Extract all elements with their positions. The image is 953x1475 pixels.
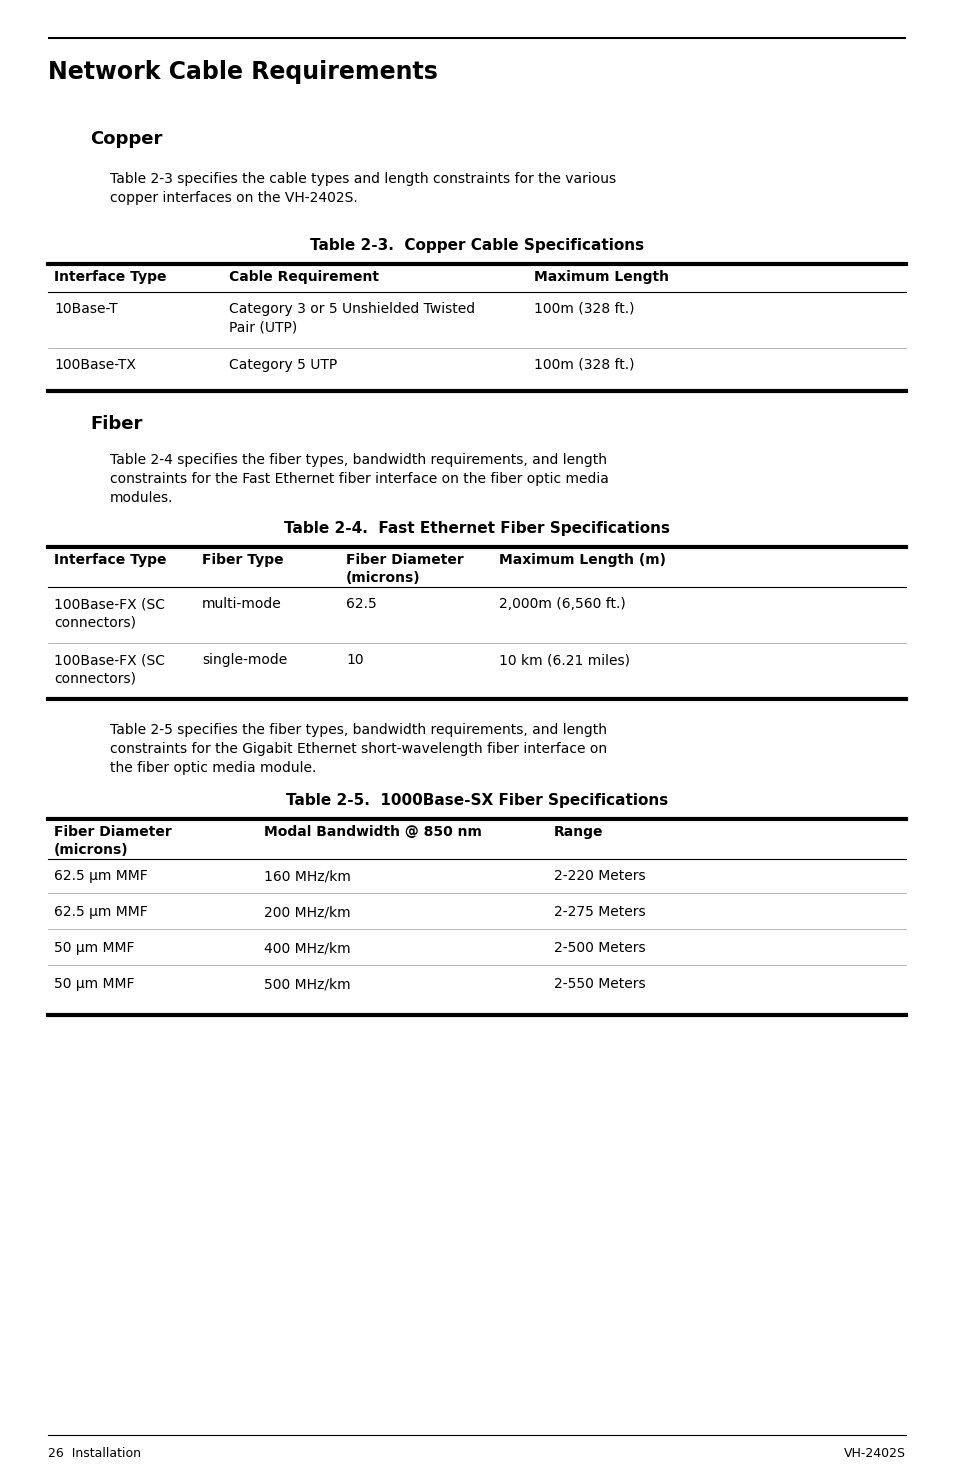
Text: Fiber: Fiber xyxy=(90,414,142,434)
Text: 2-220 Meters: 2-220 Meters xyxy=(554,869,645,884)
Text: 10 km (6.21 miles): 10 km (6.21 miles) xyxy=(498,653,629,667)
Text: Modal Bandwidth @ 850 nm: Modal Bandwidth @ 850 nm xyxy=(264,825,481,839)
Text: Table 2-5.  1000Base-SX Fiber Specifications: Table 2-5. 1000Base-SX Fiber Specificati… xyxy=(286,794,667,808)
Text: Copper: Copper xyxy=(90,130,162,148)
Text: 62.5 μm MMF: 62.5 μm MMF xyxy=(54,869,148,884)
Text: 2,000m (6,560 ft.): 2,000m (6,560 ft.) xyxy=(498,597,625,611)
Text: 62.5: 62.5 xyxy=(346,597,376,611)
Text: 26  Installation: 26 Installation xyxy=(48,1447,141,1460)
Text: Table 2-5 specifies the fiber types, bandwidth requirements, and length
constrai: Table 2-5 specifies the fiber types, ban… xyxy=(110,723,606,774)
Text: 160 MHz/km: 160 MHz/km xyxy=(264,869,351,884)
Text: 100Base-FX (SC
connectors): 100Base-FX (SC connectors) xyxy=(54,653,165,686)
Text: Fiber Diameter
(microns): Fiber Diameter (microns) xyxy=(54,825,172,857)
Text: Table 2-3.  Copper Cable Specifications: Table 2-3. Copper Cable Specifications xyxy=(310,237,643,254)
Text: 100m (328 ft.): 100m (328 ft.) xyxy=(534,302,634,316)
Text: VH-2402S: VH-2402S xyxy=(843,1447,905,1460)
Text: 2-550 Meters: 2-550 Meters xyxy=(554,976,645,991)
Text: Network Cable Requirements: Network Cable Requirements xyxy=(48,60,437,84)
Text: 10: 10 xyxy=(346,653,363,667)
Text: 10Base-T: 10Base-T xyxy=(54,302,117,316)
Text: Fiber Type: Fiber Type xyxy=(202,553,283,566)
Text: 50 μm MMF: 50 μm MMF xyxy=(54,976,134,991)
Text: 500 MHz/km: 500 MHz/km xyxy=(264,976,351,991)
Text: Category 3 or 5 Unshielded Twisted
Pair (UTP): Category 3 or 5 Unshielded Twisted Pair … xyxy=(229,302,475,335)
Text: Table 2-4.  Fast Ethernet Fiber Specifications: Table 2-4. Fast Ethernet Fiber Specifica… xyxy=(284,521,669,535)
Text: Cable Requirement: Cable Requirement xyxy=(229,270,378,285)
Text: 400 MHz/km: 400 MHz/km xyxy=(264,941,351,954)
Text: Maximum Length: Maximum Length xyxy=(534,270,668,285)
Text: Interface Type: Interface Type xyxy=(54,553,167,566)
Text: 100Base-FX (SC
connectors): 100Base-FX (SC connectors) xyxy=(54,597,165,630)
Text: Fiber Diameter
(microns): Fiber Diameter (microns) xyxy=(346,553,463,586)
Text: Maximum Length (m): Maximum Length (m) xyxy=(498,553,665,566)
Text: 2-500 Meters: 2-500 Meters xyxy=(554,941,645,954)
Text: Table 2-4 specifies the fiber types, bandwidth requirements, and length
constrai: Table 2-4 specifies the fiber types, ban… xyxy=(110,453,608,504)
Text: Category 5 UTP: Category 5 UTP xyxy=(229,358,337,372)
Text: 100Base-TX: 100Base-TX xyxy=(54,358,135,372)
Text: Table 2-3 specifies the cable types and length constraints for the various
coppe: Table 2-3 specifies the cable types and … xyxy=(110,173,616,205)
Text: multi-mode: multi-mode xyxy=(202,597,281,611)
Text: 100m (328 ft.): 100m (328 ft.) xyxy=(534,358,634,372)
Text: Interface Type: Interface Type xyxy=(54,270,167,285)
Text: 2-275 Meters: 2-275 Meters xyxy=(554,906,645,919)
Text: 50 μm MMF: 50 μm MMF xyxy=(54,941,134,954)
Text: single-mode: single-mode xyxy=(202,653,287,667)
Text: Range: Range xyxy=(554,825,603,839)
Text: 62.5 μm MMF: 62.5 μm MMF xyxy=(54,906,148,919)
Text: 200 MHz/km: 200 MHz/km xyxy=(264,906,351,919)
